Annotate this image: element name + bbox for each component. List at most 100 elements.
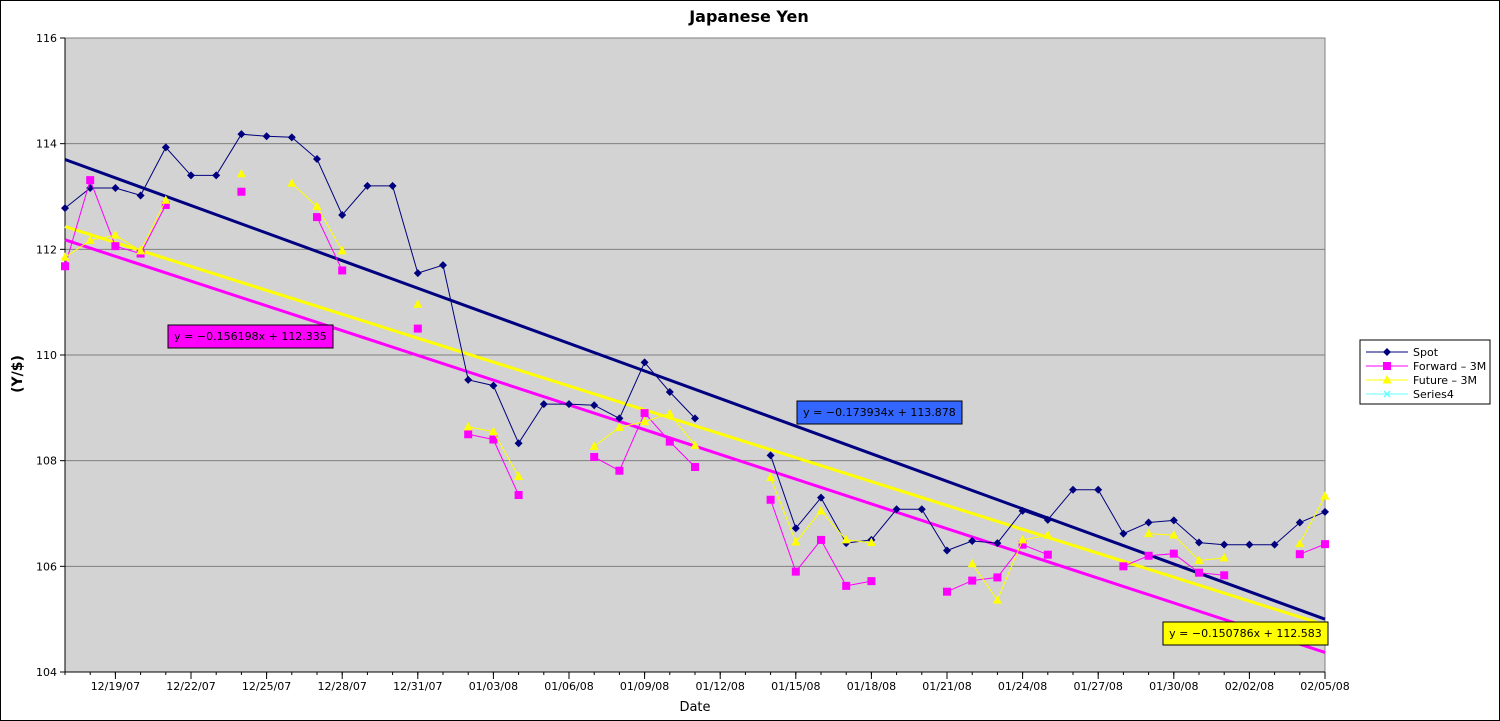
data-point bbox=[1321, 540, 1329, 549]
data-point bbox=[640, 416, 650, 426]
y-tick-label: 106 bbox=[36, 560, 57, 573]
data-point bbox=[766, 451, 775, 460]
data-point bbox=[85, 235, 95, 244]
data-point bbox=[110, 230, 120, 239]
data-point bbox=[590, 401, 599, 410]
series-future-3m bbox=[60, 168, 1330, 604]
x-tick-label: 01/06/08 bbox=[544, 680, 593, 693]
equation-text: y = −0.156198x + 112.335 bbox=[174, 330, 327, 343]
data-point bbox=[766, 472, 776, 482]
equation-text: y = −0.150786x + 112.583 bbox=[1169, 627, 1322, 640]
x-tick-label: 01/30/08 bbox=[1149, 680, 1198, 693]
data-point bbox=[1270, 540, 1279, 549]
data-point bbox=[1144, 551, 1153, 560]
y-tick-label: 114 bbox=[36, 138, 57, 151]
data-point bbox=[136, 191, 145, 200]
data-point bbox=[842, 581, 851, 590]
data-point bbox=[1043, 530, 1053, 539]
data-point bbox=[993, 573, 1002, 582]
x-tick-label: 01/24/08 bbox=[998, 680, 1047, 693]
equation-box bbox=[167, 324, 334, 349]
data-point bbox=[866, 537, 876, 547]
data-point bbox=[816, 505, 826, 515]
data-point bbox=[313, 213, 321, 222]
data-point bbox=[514, 439, 523, 448]
data-point bbox=[665, 437, 674, 446]
data-point bbox=[1220, 540, 1229, 549]
data-point bbox=[363, 181, 372, 190]
data-point bbox=[1382, 375, 1392, 384]
data-point bbox=[943, 546, 951, 555]
trendline-equation-label: y = −0.156198x + 112.335 bbox=[167, 324, 334, 349]
data-point bbox=[867, 577, 876, 586]
equation-box bbox=[1162, 621, 1329, 646]
trendline bbox=[64, 225, 1326, 627]
data-point bbox=[287, 133, 296, 142]
data-point bbox=[590, 452, 599, 461]
x-tick-label: 01/18/08 bbox=[847, 680, 896, 693]
data-point bbox=[1119, 562, 1128, 571]
data-point bbox=[691, 463, 699, 472]
data-point bbox=[1043, 550, 1052, 559]
data-point bbox=[111, 242, 120, 251]
series-line bbox=[1148, 533, 1225, 562]
data-point bbox=[313, 154, 321, 163]
legend-box bbox=[1359, 339, 1491, 405]
legend-item: Series4 bbox=[1366, 388, 1454, 401]
data-point bbox=[665, 387, 674, 396]
data-point bbox=[1220, 571, 1229, 580]
x-tick-label: 12/31/07 bbox=[393, 680, 442, 693]
data-point bbox=[817, 493, 825, 502]
legend-item: Spot bbox=[1366, 346, 1439, 359]
data-point bbox=[992, 595, 1002, 604]
data-point bbox=[1295, 538, 1305, 548]
x-tick-label: 12/28/07 bbox=[317, 680, 366, 693]
data-point bbox=[1043, 515, 1052, 524]
data-point bbox=[464, 375, 473, 384]
x-tick-label: 01/03/08 bbox=[469, 680, 518, 693]
data-point bbox=[1383, 362, 1391, 370]
data-point bbox=[1245, 540, 1254, 549]
y-tick-label: 108 bbox=[36, 455, 57, 468]
data-point bbox=[968, 576, 977, 585]
data-point bbox=[690, 440, 700, 449]
x-tick-label: 02/02/08 bbox=[1225, 680, 1274, 693]
data-point bbox=[967, 558, 977, 568]
data-point bbox=[1195, 568, 1203, 577]
data-point bbox=[236, 168, 246, 178]
data-point bbox=[539, 400, 548, 409]
data-point bbox=[1018, 534, 1028, 544]
trendline-equation-label: y = −0.150786x + 112.583 bbox=[1162, 621, 1329, 646]
y-axis: 104 106 108 110 112 114 116 bbox=[36, 32, 66, 679]
data-point bbox=[413, 299, 423, 308]
data-point bbox=[1069, 485, 1077, 494]
data-point bbox=[841, 534, 851, 544]
data-point bbox=[1321, 507, 1329, 516]
data-point bbox=[791, 524, 800, 533]
data-point bbox=[1194, 555, 1204, 565]
data-point bbox=[287, 178, 297, 187]
data-point bbox=[892, 505, 901, 514]
data-point bbox=[489, 381, 498, 390]
x-tick-label: 12/25/07 bbox=[242, 680, 291, 693]
data-point bbox=[993, 539, 1002, 548]
legend-item: Forward – 3M bbox=[1366, 360, 1486, 373]
series-line bbox=[64, 133, 696, 445]
chart-title: Japanese Yen bbox=[688, 7, 809, 26]
x-tick-label: 12/22/07 bbox=[166, 680, 215, 693]
legend-item: Future – 3M bbox=[1366, 374, 1477, 387]
equation-box bbox=[796, 400, 963, 425]
data-point bbox=[589, 441, 599, 450]
data-point bbox=[691, 414, 699, 423]
data-point bbox=[388, 181, 397, 190]
series-line bbox=[316, 216, 343, 271]
data-point bbox=[312, 201, 322, 211]
data-point bbox=[1018, 506, 1027, 515]
data-point bbox=[338, 266, 347, 275]
data-point bbox=[337, 245, 347, 255]
data-point bbox=[161, 195, 171, 204]
x-axis-title: Date bbox=[679, 700, 710, 715]
data-point bbox=[1169, 530, 1179, 539]
